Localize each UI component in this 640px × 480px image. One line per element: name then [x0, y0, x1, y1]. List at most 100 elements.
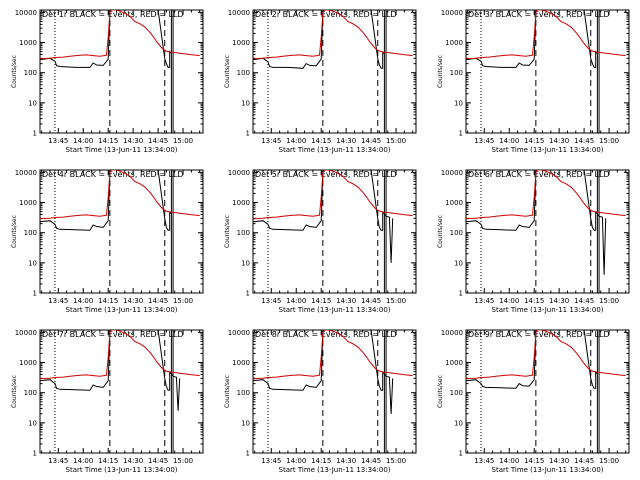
x-tick-label: 14:30 [336, 457, 356, 465]
x-tick-label: 14:00 [286, 457, 306, 465]
x-tick-label: 14:15 [311, 297, 331, 305]
x-tick-label: 15:00 [386, 137, 406, 145]
panel-title: Det 9r BLACK = Events, RED = LLD [468, 330, 610, 339]
x-tick-label: 14:30 [123, 297, 143, 305]
panel-title: Det 1r BLACK = Events, RED = LLD [42, 10, 184, 19]
y-tick-label: 1 [246, 130, 250, 138]
y-tick-label: 10 [28, 99, 37, 107]
axes-frame [39, 169, 204, 294]
panel-title: Det 4r BLACK = Events, RED = LLD [42, 170, 184, 179]
x-tick-label: 14:15 [311, 137, 331, 145]
panel-3: Det 3r BLACK = Events, RED = LLD 1 10 100 10… [437, 9, 630, 154]
x-tick-label: 14:00 [499, 457, 519, 465]
y-tick-label: 10 [241, 99, 250, 107]
x-tick-label: 14:15 [98, 297, 118, 305]
y-tick-label: 10 [28, 259, 37, 267]
events-series-line [40, 330, 181, 411]
x-tick-label: 15:00 [386, 457, 406, 465]
y-tick-label: 1000 [19, 199, 37, 207]
y-tick-label: 1 [33, 450, 37, 458]
x-tick-label: 14:30 [336, 297, 356, 305]
x-tick-label: 13:45 [261, 297, 281, 305]
panel-7: Det 7r BLACK = Events, RED = LLD 1 10 100 10… [11, 329, 204, 474]
x-tick-label: 14:00 [499, 137, 519, 145]
x-tick-label: 15:00 [599, 457, 619, 465]
y-tick-label: 10000 [228, 329, 250, 337]
y-tick-label: 10 [28, 419, 37, 427]
lld-series-line [253, 170, 413, 220]
panel-2: Det 2r BLACK = Events, RED = LLD 1 10 100 10… [224, 9, 417, 154]
x-tick-label: 15:00 [173, 457, 193, 465]
events-series-line [253, 10, 385, 69]
events-series-line [40, 10, 172, 68]
x-tick-label: 14:45 [148, 297, 168, 305]
y-tick-label: 10000 [228, 169, 250, 177]
y-tick-label: 100 [237, 69, 250, 77]
x-tick-label: 13:45 [48, 137, 68, 145]
x-tick-label: 14:15 [524, 297, 544, 305]
y-axis-label: Counts/sec [437, 215, 444, 248]
lld-series-line [40, 170, 200, 220]
panel-title: Det 8r BLACK = Events, RED = LLD [255, 330, 397, 339]
y-tick-label: 100 [450, 69, 463, 77]
x-tick-label: 15:00 [386, 297, 406, 305]
x-tick-label: 15:00 [173, 137, 193, 145]
x-tick-label: 14:45 [574, 457, 594, 465]
axes-frame [465, 329, 630, 454]
x-axis-label: Start Time (13-Jun-11 13:34:00) [492, 146, 604, 154]
axes-frame [252, 169, 417, 294]
y-tick-label: 1000 [232, 359, 250, 367]
y-tick-label: 100 [450, 389, 463, 397]
x-tick-label: 14:15 [524, 137, 544, 145]
y-tick-label: 1000 [19, 359, 37, 367]
x-axis-label: Start Time (13-Jun-11 13:34:00) [279, 466, 391, 474]
axes-frame [465, 9, 630, 134]
events-series-line [466, 170, 607, 275]
lld-series-line [253, 10, 413, 60]
x-tick-label: 13:45 [474, 137, 494, 145]
x-tick-label: 15:00 [599, 297, 619, 305]
events-series-line [253, 170, 394, 263]
x-tick-label: 13:45 [261, 457, 281, 465]
events-series-line [253, 330, 394, 414]
x-tick-label: 14:30 [549, 297, 569, 305]
panel-title: Det 2r BLACK = Events, RED = LLD [255, 10, 397, 19]
panel-title: Det 5r BLACK = Events, RED = LLD [255, 170, 397, 179]
x-tick-label: 14:15 [524, 457, 544, 465]
x-axis-label: Start Time (13-Jun-11 13:34:00) [279, 306, 391, 314]
panel-title: Det 6r BLACK = Events, RED = LLD [468, 170, 610, 179]
x-tick-label: 13:45 [261, 137, 281, 145]
y-tick-label: 10 [454, 99, 463, 107]
x-tick-label: 14:30 [123, 457, 143, 465]
y-axis-label: Counts/sec [224, 55, 231, 88]
y-tick-label: 10000 [441, 9, 463, 17]
axes-frame [39, 9, 204, 134]
x-tick-label: 15:00 [599, 137, 619, 145]
panel-6: Det 6r BLACK = Events, RED = LLD 1 10 100 10… [437, 169, 630, 314]
x-tick-label: 14:45 [574, 137, 594, 145]
y-tick-label: 1000 [445, 199, 463, 207]
y-tick-label: 10000 [15, 169, 37, 177]
x-tick-label: 14:30 [549, 457, 569, 465]
x-tick-label: 14:45 [148, 137, 168, 145]
panel-5: Det 5r BLACK = Events, RED = LLD 1 10 100 10… [224, 169, 417, 314]
y-tick-label: 1 [246, 290, 250, 298]
y-tick-label: 10 [454, 419, 463, 427]
y-tick-label: 100 [24, 229, 37, 237]
y-tick-label: 100 [24, 389, 37, 397]
y-tick-label: 1000 [232, 39, 250, 47]
y-tick-label: 1 [33, 290, 37, 298]
y-tick-label: 1000 [19, 39, 37, 47]
lld-series-line [466, 330, 626, 380]
x-tick-label: 14:45 [148, 457, 168, 465]
y-tick-label: 1 [459, 290, 463, 298]
y-tick-label: 10000 [441, 169, 463, 177]
y-axis-label: Counts/sec [437, 375, 444, 408]
x-axis-label: Start Time (13-Jun-11 13:34:00) [279, 146, 391, 154]
x-axis-label: Start Time (13-Jun-11 13:34:00) [66, 306, 178, 314]
y-axis-label: Counts/sec [11, 375, 18, 408]
x-axis-label: Start Time (13-Jun-11 13:34:00) [492, 466, 604, 474]
y-tick-label: 10000 [441, 329, 463, 337]
panel-4: Det 4r BLACK = Events, RED = LLD 1 10 100 10… [11, 169, 204, 314]
